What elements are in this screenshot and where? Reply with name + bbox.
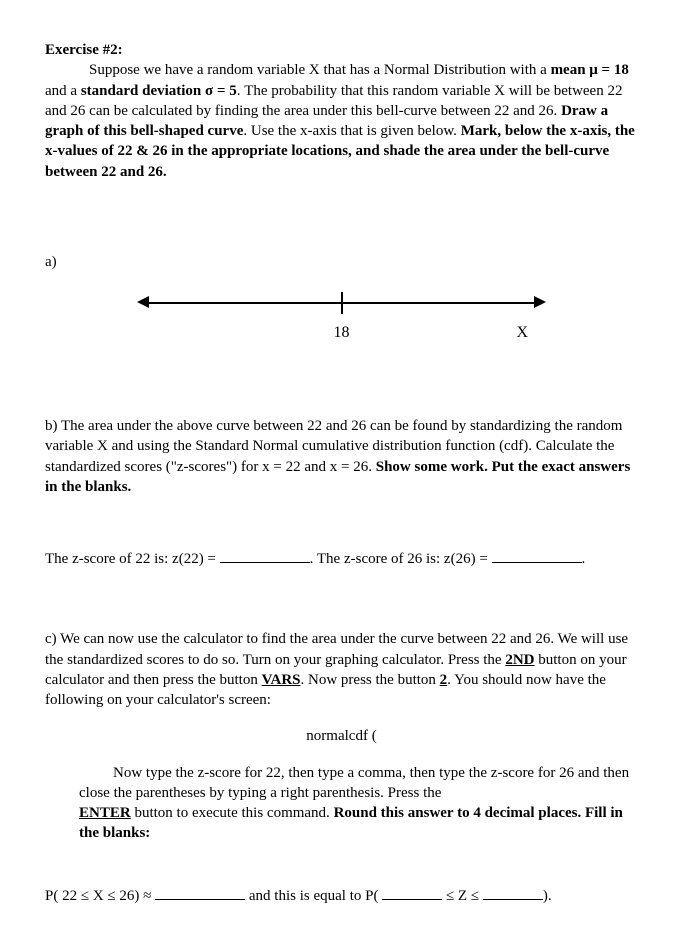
btn-enter: ENTER (79, 805, 131, 821)
part-b-blanks-row: The z-score of 22 is: z(22) = . The z-sc… (45, 547, 638, 569)
mean-text: mean μ = 18 (551, 62, 629, 78)
axis-x-label: X (516, 322, 528, 344)
normalcdf-line: normalcdf ( (45, 726, 638, 746)
part-c-mid2: . Now press the button (301, 672, 440, 688)
part-a: a) 18 X (45, 252, 638, 346)
intro-line3-rest: . Use the x-axis that is given below. (243, 123, 460, 139)
nowtype-pre: Now type the z-score for 22, then type a… (79, 763, 638, 804)
part-c-prob-row: P( 22 ≤ X ≤ 26) ≈ and this is equal to P… (45, 884, 638, 906)
axis-center-label: 18 (334, 322, 350, 344)
le-z-le: ≤ Z ≤ (442, 888, 483, 904)
z26-label: . The z-score of 26 is: z(26) = (310, 551, 492, 567)
part-c: c) We can now use the calculator to find… (45, 629, 638, 710)
close-paren: ). (543, 888, 552, 904)
intro-line1: Suppose we have a random variable X that… (45, 60, 547, 80)
z22-blank[interactable] (220, 547, 310, 563)
x-axis-figure: 18 X (45, 286, 638, 346)
nowtype-post: button to execute this command. (131, 805, 334, 821)
btn-2nd: 2ND (505, 652, 534, 668)
period1: . (582, 551, 586, 567)
intro-paragraph: Exercise #2: Suppose we have a random va… (45, 40, 638, 182)
z26-blank[interactable] (492, 547, 582, 563)
intro-mid1: and a (45, 83, 81, 99)
z-lower-blank[interactable] (382, 884, 442, 900)
prob-lhs: P( 22 ≤ X ≤ 26) ≈ (45, 888, 155, 904)
part-b: b) The area under the above curve betwee… (45, 416, 638, 497)
exercise-intro: Exercise #2: Suppose we have a random va… (45, 40, 638, 182)
part-a-label: a) (45, 254, 57, 270)
exercise-title: Exercise #2: (45, 42, 123, 58)
axis-arrow-right-icon (534, 296, 546, 308)
z-upper-blank[interactable] (483, 884, 543, 900)
axis-center-tick (341, 292, 343, 314)
btn-vars: VARS (262, 672, 301, 688)
prob-mid: and this is equal to P( (245, 888, 382, 904)
prob-value-blank[interactable] (155, 884, 245, 900)
normalcdf-text: normalcdf ( (306, 728, 376, 744)
part-c-nowtype: Now type the z-score for 22, then type a… (45, 763, 638, 844)
sd-text: standard deviation σ = 5 (81, 83, 237, 99)
z22-label: The z-score of 22 is: z(22) = (45, 551, 220, 567)
